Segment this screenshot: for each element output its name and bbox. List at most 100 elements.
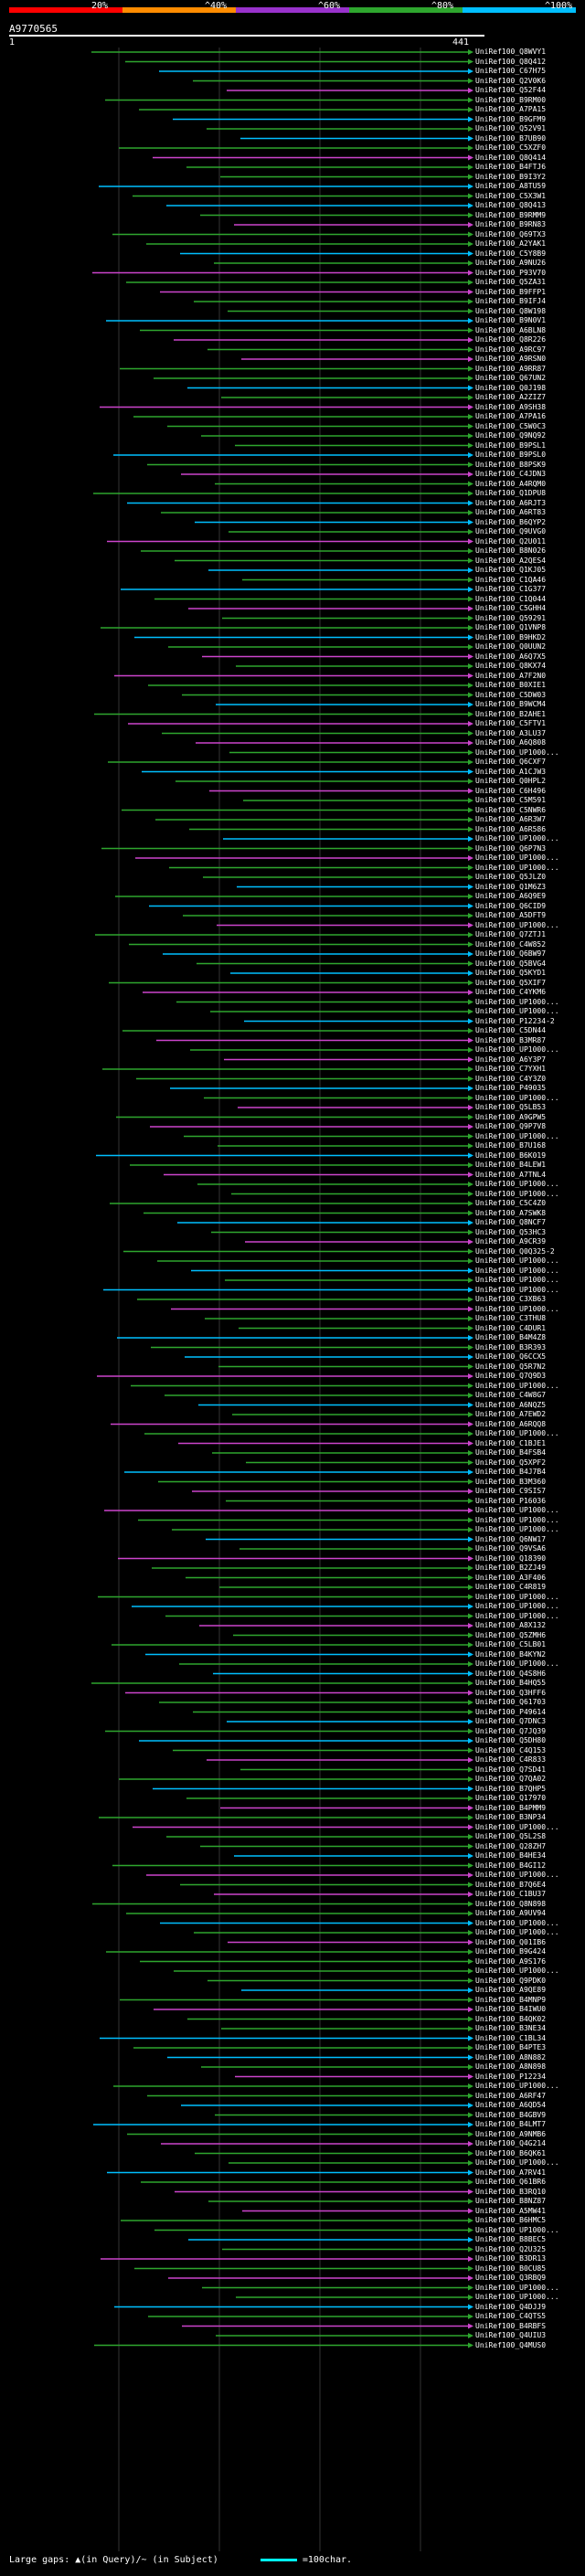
hit-label[interactable]: UniRef100_B4IWU0 (475, 2005, 547, 2013)
hit-label[interactable]: UniRef100_C3THU8 (475, 1314, 547, 1322)
hit-label[interactable]: UniRef100_C67H75 (475, 67, 547, 75)
hit-label[interactable]: UniRef100_C5Y8B9 (475, 249, 547, 258)
hit-label[interactable]: UniRef100_C1BJE1 (475, 1438, 547, 1447)
hit-label[interactable]: UniRef100_B4PMM9 (475, 1803, 547, 1812)
hit-label[interactable]: UniRef100_C1BL34 (475, 2033, 547, 2042)
hit-label[interactable]: UniRef100_UP1000... (475, 1256, 559, 1265)
hit-label[interactable]: UniRef100_B7U168 (475, 1141, 547, 1150)
hit-label[interactable]: UniRef100_A6Q9E9 (475, 892, 547, 900)
hit-label[interactable]: UniRef100_A6Q7X5 (475, 652, 547, 661)
hit-label[interactable]: UniRef100_B7QHP5 (475, 1784, 547, 1793)
hit-label[interactable]: UniRef100_B2ZJ49 (475, 1564, 547, 1572)
hit-label[interactable]: UniRef100_UP1000... (475, 2158, 559, 2167)
hit-label[interactable]: UniRef100_B9GFM9 (475, 114, 547, 123)
hit-label[interactable]: UniRef100_A8TU59 (475, 182, 547, 190)
hit-label[interactable]: UniRef100_A6RJT3 (475, 498, 547, 507)
hit-label[interactable]: UniRef100_B8BEC5 (475, 2235, 547, 2243)
hit-label[interactable]: UniRef100_Q2U011 (475, 536, 547, 546)
hit-label[interactable]: UniRef100_B4QK02 (475, 2014, 547, 2023)
hit-label[interactable]: UniRef100_Q9P7V8 (475, 1122, 547, 1130)
hit-label[interactable]: UniRef100_Q8Q414 (475, 153, 547, 162)
hit-label[interactable]: UniRef100_B6QK61 (475, 2148, 547, 2157)
hit-label[interactable]: UniRef100_Q8W198 (475, 306, 547, 315)
hit-label[interactable]: UniRef100_Q4DJJ9 (475, 2302, 547, 2311)
hit-label[interactable]: UniRef100_A2ZIZ7 (475, 393, 547, 401)
hit-label[interactable]: UniRef100_C5GHH4 (475, 604, 547, 612)
hit-label[interactable]: UniRef100_B9PSL0 (475, 451, 547, 459)
hit-label[interactable]: UniRef100_Q5LB53 (475, 1103, 547, 1111)
hit-label[interactable]: UniRef100_A9SH38 (475, 402, 547, 411)
hit-label[interactable]: UniRef100_UP1000... (475, 1266, 559, 1275)
hit-label[interactable]: UniRef100_A6R3W7 (475, 815, 547, 823)
hit-label[interactable]: UniRef100_Q52V91 (475, 124, 547, 133)
hit-label[interactable]: UniRef100_B3DR13 (475, 2254, 547, 2263)
hit-label[interactable]: UniRef100_A7TNL4 (475, 1170, 547, 1179)
hit-label[interactable]: UniRef100_UP1000... (475, 1966, 559, 1975)
hit-label[interactable]: UniRef100_A9CR39 (475, 1237, 547, 1246)
hit-label[interactable]: UniRef100_A7PA16 (475, 412, 547, 420)
hit-label[interactable]: UniRef100_Q7JQ39 (475, 1726, 547, 1735)
hit-label[interactable]: UniRef100_A6Y3P7 (475, 1055, 547, 1064)
hit-label[interactable]: UniRef100_Q5L2S8 (475, 1832, 547, 1840)
hit-label[interactable]: UniRef100_Q01IB6 (475, 1937, 547, 1946)
hit-label[interactable]: UniRef100_Q0Q325-2 (475, 1246, 555, 1256)
hit-label[interactable]: UniRef100_UP1000... (475, 1429, 559, 1437)
hit-label[interactable]: UniRef100_B0CU85 (475, 2263, 547, 2273)
hit-label[interactable]: UniRef100_B4LEW1 (475, 1161, 547, 1169)
hit-label[interactable]: UniRef100_C5LB01 (475, 1640, 547, 1648)
hit-label[interactable]: UniRef100_B4M4Z8 (475, 1333, 547, 1341)
hit-label[interactable]: UniRef100_P16036 (475, 1496, 547, 1505)
hit-label[interactable]: UniRef100_B3NE34 (475, 2024, 547, 2032)
hit-label[interactable]: UniRef100_A9UV94 (475, 1909, 547, 1917)
hit-label[interactable]: UniRef100_A9NU26 (475, 259, 547, 267)
hit-label[interactable]: UniRef100_Q61703 (475, 1698, 547, 1706)
hit-label[interactable]: UniRef100_B9HKD2 (475, 632, 547, 641)
hit-label[interactable]: UniRef100_A8N898 (475, 2062, 547, 2071)
hit-label[interactable]: UniRef100_B7Q6E4 (475, 1880, 547, 1889)
hit-label[interactable]: UniRef100_A7RV41 (475, 2168, 547, 2177)
hit-label[interactable]: UniRef100_B6QYP2 (475, 517, 547, 526)
hit-label[interactable]: UniRef100_C1QA46 (475, 575, 547, 584)
hit-label[interactable]: UniRef100_UP1000... (475, 1285, 559, 1294)
hit-label[interactable]: UniRef100_Q2U325 (475, 2244, 547, 2253)
hit-label[interactable]: UniRef100_C4YKM6 (475, 988, 547, 996)
hit-label[interactable]: UniRef100_Q5R7N2 (475, 1362, 547, 1371)
hit-label[interactable]: UniRef100_P49035 (475, 1084, 547, 1092)
hit-label[interactable]: UniRef100_B8N026 (475, 546, 547, 555)
hit-label[interactable]: UniRef100_Q6CID9 (475, 901, 547, 910)
hit-label[interactable]: UniRef100_A8X132 (475, 1621, 547, 1629)
hit-label[interactable]: UniRef100_UP1000... (475, 1131, 559, 1140)
hit-label[interactable]: UniRef100_C4R819 (475, 1583, 547, 1591)
hit-label[interactable]: UniRef100_A9GPW5 (475, 1112, 547, 1121)
hit-label[interactable]: UniRef100_UP1000... (475, 2225, 559, 2234)
hit-label[interactable]: UniRef100_Q59291 (475, 613, 547, 622)
hit-label[interactable]: UniRef100_A3LU37 (475, 728, 547, 737)
hit-label[interactable]: UniRef100_A6RF47 (475, 2091, 547, 2100)
hit-label[interactable]: UniRef100_C3XB63 (475, 1295, 547, 1303)
hit-label[interactable]: UniRef100_C1BU37 (475, 1890, 547, 1898)
hit-label[interactable]: UniRef100_B6HMC5 (475, 2216, 547, 2224)
hit-label[interactable]: UniRef100_B4FSB4 (475, 1448, 547, 1457)
hit-label[interactable]: UniRef100_C5NWR6 (475, 805, 547, 814)
hit-label[interactable]: UniRef100_A7PA15 (475, 105, 547, 113)
hit-label[interactable]: UniRef100_UP1000... (475, 2293, 559, 2301)
hit-label[interactable]: UniRef100_B9RMM9 (475, 210, 547, 219)
hit-label[interactable]: UniRef100_UP1000... (475, 997, 559, 1006)
hit-label[interactable]: UniRef100_B7UB90 (475, 133, 547, 143)
hit-label[interactable]: UniRef100_Q0HPL2 (475, 777, 547, 785)
hit-label[interactable]: UniRef100_B4HQ55 (475, 1679, 547, 1687)
hit-label[interactable]: UniRef100_B9RN83 (475, 220, 547, 228)
hit-label[interactable]: UniRef100_C5X3W1 (475, 191, 547, 200)
hit-label[interactable]: UniRef100_Q28ZH7 (475, 1841, 547, 1850)
hit-label[interactable]: UniRef100_C1G377 (475, 585, 547, 593)
hit-label[interactable]: UniRef100_Q1DPU8 (475, 489, 547, 497)
hit-label[interactable]: UniRef100_Q6BW97 (475, 949, 547, 958)
hit-label[interactable]: UniRef100_Q17970 (475, 1794, 547, 1802)
hit-label[interactable]: UniRef100_Q8NCF7 (475, 1218, 547, 1226)
hit-label[interactable]: UniRef100_UP1000... (475, 863, 559, 872)
hit-label[interactable]: UniRef100_C5W0C3 (475, 421, 547, 430)
hit-label[interactable]: UniRef100_UP1000... (475, 1007, 559, 1015)
hit-label[interactable]: UniRef100_UP1000... (475, 1045, 559, 1054)
hit-label[interactable]: UniRef100_B9FFP1 (475, 287, 547, 296)
hit-label[interactable]: UniRef100_C5M591 (475, 796, 547, 804)
